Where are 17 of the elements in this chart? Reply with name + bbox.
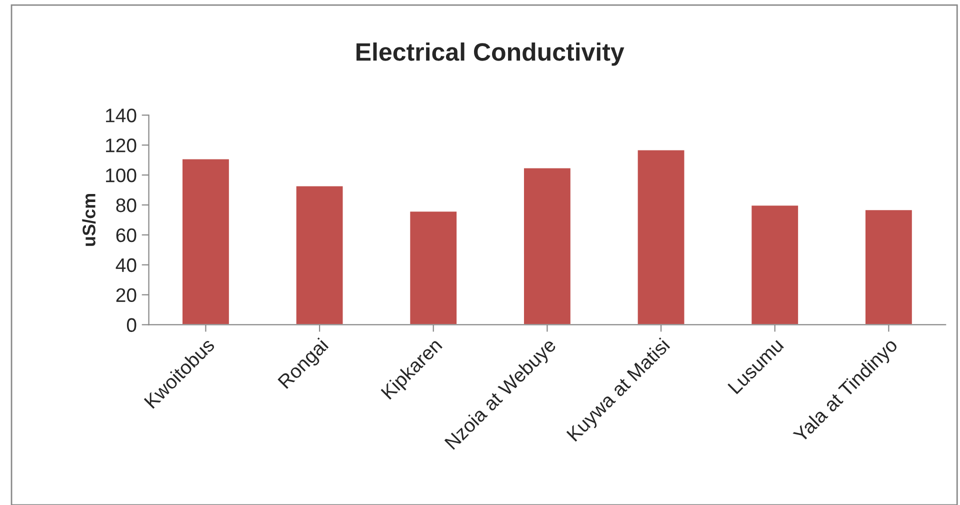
- y-tick-label: 40: [116, 258, 136, 272]
- chart-title: Electrical Conductivity: [356, 42, 624, 66]
- y-axis-title: uS/cm: [82, 194, 96, 246]
- bar: [522, 166, 572, 325]
- bar: [750, 204, 800, 325]
- bar: [636, 148, 686, 325]
- y-tick-label: 20: [116, 288, 136, 302]
- y-tick-label: 100: [106, 168, 136, 182]
- bar: [181, 158, 230, 325]
- y-tick-label: 60: [116, 228, 136, 242]
- bar: [864, 208, 914, 325]
- y-tick-label: 80: [116, 198, 136, 212]
- bar: [408, 210, 458, 325]
- y-tick-label: 120: [106, 138, 136, 152]
- y-tick-label: 0: [126, 318, 136, 332]
- y-tick-label: 140: [106, 108, 136, 122]
- bar: [294, 184, 344, 325]
